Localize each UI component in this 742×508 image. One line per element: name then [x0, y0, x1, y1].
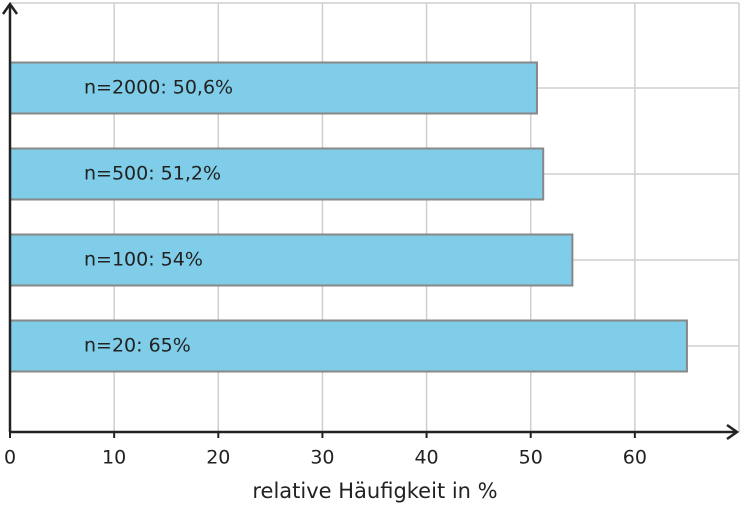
x-tick-label: 20: [206, 447, 230, 469]
x-axis-label: relative Häufigkeit in %: [252, 479, 497, 503]
bar: [9, 147, 545, 201]
value-label: n=100: 54%: [84, 249, 203, 271]
value-label: n=500: 51,2%: [84, 163, 221, 185]
x-axis-arrow: [726, 423, 740, 441]
x-tick-label: 10: [102, 447, 126, 469]
x-tick-label: 60: [623, 447, 647, 469]
x-tick-label: 40: [414, 447, 438, 469]
bar: [9, 233, 574, 287]
value-label: n=2000: 50,6%: [84, 77, 233, 99]
x-tick-label: 30: [310, 447, 334, 469]
x-tick-label: 0: [4, 447, 16, 469]
x-tick-label: 50: [519, 447, 543, 469]
y-axis-arrow: [1, 1, 19, 15]
value-label: n=20: 65%: [84, 335, 191, 357]
bar: [9, 319, 688, 373]
